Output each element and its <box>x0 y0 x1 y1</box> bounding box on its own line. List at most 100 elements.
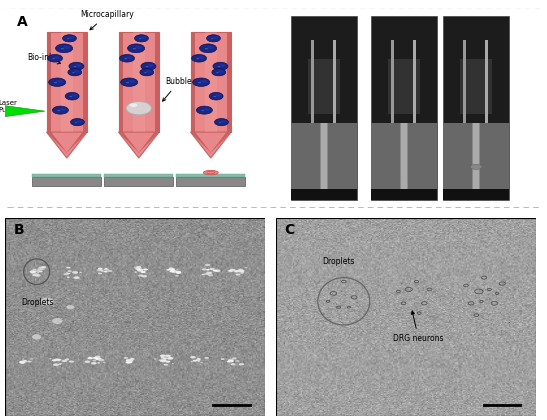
Ellipse shape <box>141 62 156 70</box>
Ellipse shape <box>238 268 242 270</box>
Bar <box>104 177 173 186</box>
Ellipse shape <box>42 268 45 270</box>
Ellipse shape <box>52 360 57 362</box>
Ellipse shape <box>219 122 222 123</box>
Bar <box>474 123 479 189</box>
Ellipse shape <box>54 359 58 360</box>
Bar <box>371 16 438 200</box>
Ellipse shape <box>228 360 234 362</box>
Ellipse shape <box>205 264 211 266</box>
Ellipse shape <box>160 354 166 357</box>
Ellipse shape <box>141 275 147 278</box>
Ellipse shape <box>231 360 233 361</box>
Polygon shape <box>190 132 231 158</box>
Ellipse shape <box>213 62 228 70</box>
Text: Laser
Pulse: Laser Pulse <box>0 100 17 113</box>
Ellipse shape <box>171 269 175 271</box>
Ellipse shape <box>138 275 143 277</box>
Ellipse shape <box>69 96 72 97</box>
Ellipse shape <box>59 360 60 361</box>
Ellipse shape <box>126 359 131 361</box>
Polygon shape <box>46 132 68 154</box>
Ellipse shape <box>104 268 109 270</box>
Ellipse shape <box>40 298 54 305</box>
Ellipse shape <box>197 358 201 360</box>
Ellipse shape <box>213 96 216 97</box>
Ellipse shape <box>200 362 203 363</box>
Ellipse shape <box>168 268 175 270</box>
Ellipse shape <box>234 271 236 272</box>
Ellipse shape <box>208 274 213 276</box>
Polygon shape <box>66 132 87 154</box>
Ellipse shape <box>164 364 168 366</box>
Ellipse shape <box>137 268 142 271</box>
Ellipse shape <box>193 360 197 362</box>
Text: Droplets: Droplets <box>21 298 54 307</box>
Ellipse shape <box>230 363 236 365</box>
Ellipse shape <box>235 273 240 276</box>
Ellipse shape <box>227 361 230 362</box>
Ellipse shape <box>135 268 141 270</box>
Ellipse shape <box>236 270 240 272</box>
Ellipse shape <box>165 361 170 362</box>
Ellipse shape <box>49 78 66 87</box>
Text: C: C <box>284 223 294 237</box>
Ellipse shape <box>220 64 225 67</box>
Ellipse shape <box>66 267 71 269</box>
Bar <box>291 189 358 200</box>
Ellipse shape <box>95 357 102 360</box>
Bar <box>83 32 87 132</box>
Ellipse shape <box>214 270 220 272</box>
Ellipse shape <box>212 68 226 76</box>
Ellipse shape <box>216 94 221 97</box>
Ellipse shape <box>213 270 217 271</box>
Bar <box>443 123 509 200</box>
Ellipse shape <box>135 35 148 42</box>
Ellipse shape <box>35 273 38 274</box>
Ellipse shape <box>235 270 238 272</box>
Ellipse shape <box>228 270 232 272</box>
Ellipse shape <box>32 334 42 339</box>
Ellipse shape <box>34 270 40 273</box>
Ellipse shape <box>140 68 154 76</box>
Ellipse shape <box>53 106 68 114</box>
Ellipse shape <box>134 271 137 273</box>
Ellipse shape <box>54 359 59 361</box>
Ellipse shape <box>37 272 39 273</box>
Bar <box>32 174 101 177</box>
Ellipse shape <box>69 62 84 70</box>
Ellipse shape <box>69 37 74 39</box>
Ellipse shape <box>121 78 138 87</box>
Ellipse shape <box>221 120 226 123</box>
Ellipse shape <box>218 66 220 67</box>
Ellipse shape <box>214 118 229 126</box>
Ellipse shape <box>143 268 148 270</box>
Ellipse shape <box>218 70 224 73</box>
Bar <box>443 189 509 200</box>
Ellipse shape <box>197 358 199 359</box>
Text: B: B <box>13 223 24 237</box>
Ellipse shape <box>206 272 212 274</box>
Ellipse shape <box>127 361 130 362</box>
Ellipse shape <box>191 55 207 62</box>
Ellipse shape <box>93 357 97 359</box>
Bar <box>472 123 480 189</box>
Ellipse shape <box>207 35 220 42</box>
Bar <box>322 123 327 189</box>
Ellipse shape <box>146 66 148 67</box>
Ellipse shape <box>210 268 215 270</box>
Bar <box>190 32 195 132</box>
Ellipse shape <box>126 82 129 83</box>
Ellipse shape <box>67 273 71 274</box>
Ellipse shape <box>144 72 147 73</box>
Bar <box>226 32 231 132</box>
Ellipse shape <box>53 58 55 59</box>
Ellipse shape <box>141 271 146 273</box>
Bar <box>104 174 173 177</box>
Bar <box>291 16 358 200</box>
Ellipse shape <box>107 270 112 272</box>
Ellipse shape <box>24 360 26 361</box>
Ellipse shape <box>200 80 207 83</box>
Bar <box>46 32 87 132</box>
Ellipse shape <box>72 72 74 73</box>
